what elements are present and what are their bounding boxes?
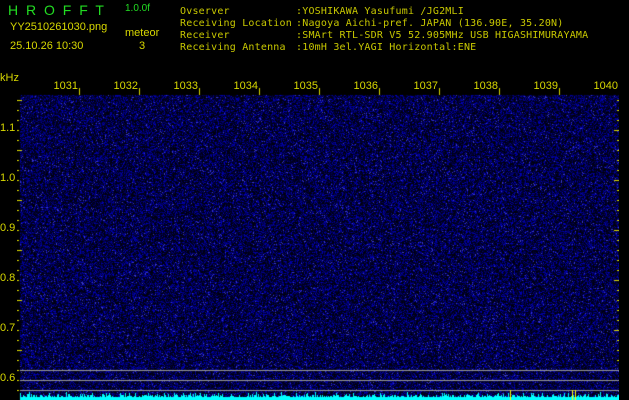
y-tick: 0.8 bbox=[0, 272, 16, 284]
freq-tick: 1031 bbox=[53, 80, 78, 92]
waterfall-spectrogram bbox=[17, 80, 619, 400]
info-label-antenna: Receiving Antenna bbox=[180, 42, 286, 53]
meteor-count: 3 bbox=[139, 40, 146, 52]
freq-tick: 1038 bbox=[473, 80, 498, 92]
freq-tick: 1039 bbox=[533, 80, 558, 92]
version: 1.0.0f bbox=[125, 3, 151, 14]
info-value-receiver: :SMArt RTL-SDR V5 52.905MHz USB HIGASHIM… bbox=[296, 30, 589, 41]
info-value-location: :Nagoya Aichi-pref. JAPAN (136.90E, 35.2… bbox=[296, 18, 564, 29]
unit-label: kHz bbox=[0, 72, 19, 84]
info-label-location: Receiving Location bbox=[180, 18, 292, 29]
info-label-receiver: Receiver bbox=[180, 30, 230, 41]
freq-tick: 1036 bbox=[353, 80, 378, 92]
freq-tick: 1035 bbox=[293, 80, 318, 92]
info-value-antenna: :10mH 3el.YAGI Horizontal:ENE bbox=[296, 42, 477, 53]
freq-tick: 1037 bbox=[413, 80, 438, 92]
meteor-label: meteor bbox=[125, 27, 160, 39]
y-tick: 0.7 bbox=[0, 322, 16, 334]
freq-tick: 1033 bbox=[173, 80, 198, 92]
freq-tick: 1040 bbox=[593, 80, 618, 92]
freq-tick: 1034 bbox=[233, 80, 258, 92]
y-tick: 0.9 bbox=[0, 222, 16, 234]
filename: YY2510261030.png bbox=[10, 21, 108, 33]
y-tick: 1.1 bbox=[0, 122, 16, 134]
info-value-observer: :YOSHIKAWA Yasufumi /JG2MLI bbox=[296, 6, 464, 17]
app-title: H R O F F T bbox=[8, 2, 106, 18]
y-tick: 0.6 bbox=[0, 372, 16, 384]
y-tick: 1.0 bbox=[0, 172, 16, 184]
freq-tick: 1032 bbox=[113, 80, 138, 92]
info-label-observer: Ovserver bbox=[180, 6, 230, 17]
datetime: 25.10.26 10:30 bbox=[10, 40, 84, 52]
